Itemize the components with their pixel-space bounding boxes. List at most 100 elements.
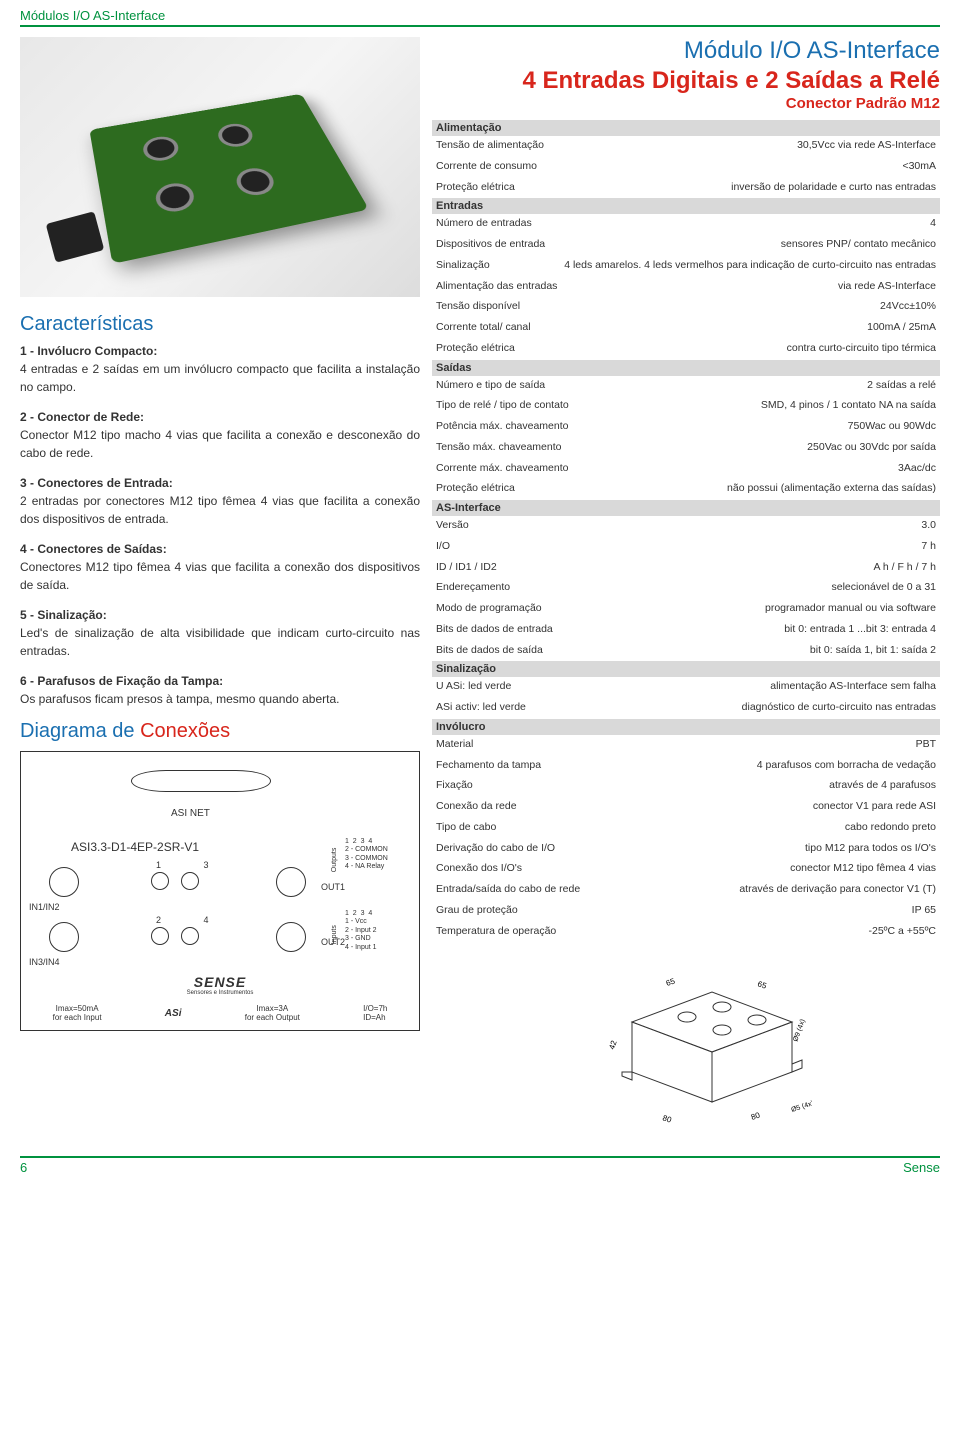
diagram-heading: Diagrama de Conexões bbox=[20, 720, 420, 743]
spec-value: conector M12 tipo fêmea 4 vias bbox=[522, 861, 936, 877]
spec-section-header: Sinalização bbox=[432, 661, 940, 677]
spec-row: Tensão disponível24Vcc±10% bbox=[432, 297, 940, 318]
page-number: 6 bbox=[20, 1160, 27, 1175]
diag-in34: IN3/IN4 bbox=[29, 957, 60, 967]
diag-nums: 2 4 bbox=[156, 915, 229, 925]
spec-section-header: Alimentação bbox=[432, 120, 940, 136]
char-item: 3 - Conectores de Entrada: 2 entradas po… bbox=[20, 474, 420, 528]
spec-row: Proteção elétricainversão de polaridade … bbox=[432, 178, 940, 199]
spec-value: sensores PNP/ contato mecânico bbox=[545, 237, 936, 253]
dim-80a: 80 bbox=[661, 1114, 673, 1125]
diag-inputs-pins: Inputs 1 2 3 4 1 - Vcc 2 - Input 2 3 - G… bbox=[339, 910, 399, 952]
dim-d5: Ø5 (4x) bbox=[790, 1100, 812, 1114]
product-photo bbox=[20, 37, 420, 297]
spec-key: Grau de proteção bbox=[436, 903, 518, 919]
spec-key: Endereçamento bbox=[436, 580, 510, 596]
spec-key: Tensão máx. chaveamento bbox=[436, 440, 562, 456]
spec-row: Bits de dados de saídabit 0: saída 1, bi… bbox=[432, 641, 940, 662]
spec-value: via rede AS-Interface bbox=[557, 279, 936, 295]
spec-key: Dispositivos de entrada bbox=[436, 237, 545, 253]
spec-key: Versão bbox=[436, 518, 469, 534]
spec-key: Proteção elétrica bbox=[436, 180, 515, 196]
spec-value: tipo M12 para todos os I/O's bbox=[555, 841, 936, 857]
spec-key: ID / ID1 / ID2 bbox=[436, 560, 497, 576]
footer-brand: Sense bbox=[903, 1160, 940, 1175]
spec-key: Bits de dados de saída bbox=[436, 643, 543, 659]
spec-row: U ASi: led verdealimentação AS-Interface… bbox=[432, 677, 940, 698]
title-line1: Módulo I/O AS-Interface bbox=[432, 37, 940, 65]
spec-value: inversão de polaridade e curto nas entra… bbox=[515, 180, 936, 196]
diag-nums: 1 3 bbox=[156, 860, 229, 870]
spec-row: Bits de dados de entradabit 0: entrada 1… bbox=[432, 620, 940, 641]
dim-65b: 65 bbox=[756, 980, 768, 991]
spec-key: Temperatura de operação bbox=[436, 924, 556, 940]
spec-key: Sinalização bbox=[436, 258, 490, 274]
diag-imax-out: Imax=3A for each Output bbox=[245, 1004, 300, 1022]
spec-row: ID / ID1 / ID2A h / F h / 7 h bbox=[432, 558, 940, 579]
spec-value: 750Wac ou 90Wdc bbox=[569, 419, 937, 435]
spec-row: Número de entradas4 bbox=[432, 214, 940, 235]
specs-table: AlimentaçãoTensão de alimentação30,5Vcc … bbox=[432, 120, 940, 942]
characteristics-heading: Características bbox=[20, 313, 420, 336]
spec-row: Endereçamentoselecionável de 0 a 31 bbox=[432, 578, 940, 599]
spec-value: 250Vac ou 30Vdc por saída bbox=[562, 440, 937, 456]
spec-key: Tensão de alimentação bbox=[436, 138, 544, 154]
spec-value: cabo redondo preto bbox=[496, 820, 936, 836]
char-label: 3 - Conectores de Entrada: bbox=[20, 476, 173, 490]
spec-key: Proteção elétrica bbox=[436, 341, 515, 357]
spec-key: Fixação bbox=[436, 778, 473, 794]
char-text: Led's de sinalização de alta visibilidad… bbox=[20, 626, 420, 658]
spec-value: programador manual ou via software bbox=[542, 601, 936, 617]
spec-row: Conexão dos I/O'sconector M12 tipo fêmea… bbox=[432, 859, 940, 880]
spec-row: Proteção elétricanão possui (alimentação… bbox=[432, 479, 940, 500]
sense-logo: SENSE bbox=[21, 974, 419, 990]
spec-value: 100mA / 25mA bbox=[531, 320, 936, 336]
spec-key: Corrente máx. chaveamento bbox=[436, 461, 568, 477]
diag-io-codes: I/O=7h ID=Ah bbox=[363, 1004, 387, 1022]
spec-row: Derivação do cabo de I/Otipo M12 para to… bbox=[432, 839, 940, 860]
char-label: 6 - Parafusos de Fixação da Tampa: bbox=[20, 674, 223, 688]
dim-65a: 65 bbox=[665, 977, 677, 988]
diag-asi-logo: ASi bbox=[165, 1008, 182, 1019]
char-text: 2 entradas por conectores M12 tipo fêmea… bbox=[20, 494, 420, 526]
spec-row: Entrada/saída do cabo de redeatravés de … bbox=[432, 880, 940, 901]
spec-value: conector V1 para rede ASI bbox=[517, 799, 936, 815]
spec-row: Versão3.0 bbox=[432, 516, 940, 537]
spec-row: ASi activ: led verdediagnóstico de curto… bbox=[432, 698, 940, 719]
spec-value: 4 bbox=[532, 216, 936, 232]
spec-key: Bits de dados de entrada bbox=[436, 622, 553, 638]
char-item: 4 - Conectores de Saídas: Conectores M12… bbox=[20, 540, 420, 594]
spec-value: diagnóstico de curto-circuito nas entrad… bbox=[526, 700, 936, 716]
spec-key: Modo de programação bbox=[436, 601, 542, 617]
char-text: Conector M12 tipo macho 4 vias que facil… bbox=[20, 428, 420, 460]
diag-outputs-pins: Outputs 1 2 3 4 2 - COMMON 3 - COMMON 4 … bbox=[339, 838, 399, 872]
char-label: 1 - Invólucro Compacto: bbox=[20, 344, 157, 358]
spec-value: 24Vcc±10% bbox=[520, 299, 936, 315]
diag-imax-in: Imax=50mA for each Input bbox=[53, 1004, 102, 1022]
sense-logo-sub: Sensores e Instrumentos bbox=[21, 990, 419, 996]
char-label: 2 - Conector de Rede: bbox=[20, 410, 144, 424]
char-item: 6 - Parafusos de Fixação da Tampa: Os pa… bbox=[20, 672, 420, 708]
diag-model-label: ASI3.3-D1-4EP-2SR-V1 bbox=[71, 840, 199, 854]
spec-row: Número e tipo de saída2 saídas a relé bbox=[432, 376, 940, 397]
spec-key: Tipo de cabo bbox=[436, 820, 496, 836]
char-item: 2 - Conector de Rede: Conector M12 tipo … bbox=[20, 408, 420, 462]
diag-out1: OUT1 bbox=[321, 882, 345, 892]
spec-value: SMD, 4 pinos / 1 contato NA na saída bbox=[569, 398, 936, 414]
spec-row: Corrente máx. chaveamento3Aac/dc bbox=[432, 459, 940, 480]
spec-value: 2 saídas a relé bbox=[545, 378, 936, 394]
spec-value: 3Aac/dc bbox=[568, 461, 936, 477]
dim-42: 42 bbox=[607, 1039, 618, 1051]
spec-section-header: AS-Interface bbox=[432, 500, 940, 516]
char-label: 4 - Conectores de Saídas: bbox=[20, 542, 167, 556]
spec-row: Potência máx. chaveamento750Wac ou 90Wdc bbox=[432, 417, 940, 438]
char-text: Os parafusos ficam presos à tampa, mesmo… bbox=[20, 692, 340, 706]
spec-row: Tensão de alimentação30,5Vcc via rede AS… bbox=[432, 136, 940, 157]
spec-row: Corrente total/ canal100mA / 25mA bbox=[432, 318, 940, 339]
spec-value: 4 leds amarelos. 4 leds vermelhos para i… bbox=[490, 258, 936, 274]
spec-value: 3.0 bbox=[469, 518, 936, 534]
spec-value: através de 4 parafusos bbox=[473, 778, 936, 794]
spec-key: Derivação do cabo de I/O bbox=[436, 841, 555, 857]
spec-row: Fechamento da tampa4 parafusos com borra… bbox=[432, 756, 940, 777]
char-text: 4 entradas e 2 saídas em um invólucro co… bbox=[20, 362, 420, 394]
